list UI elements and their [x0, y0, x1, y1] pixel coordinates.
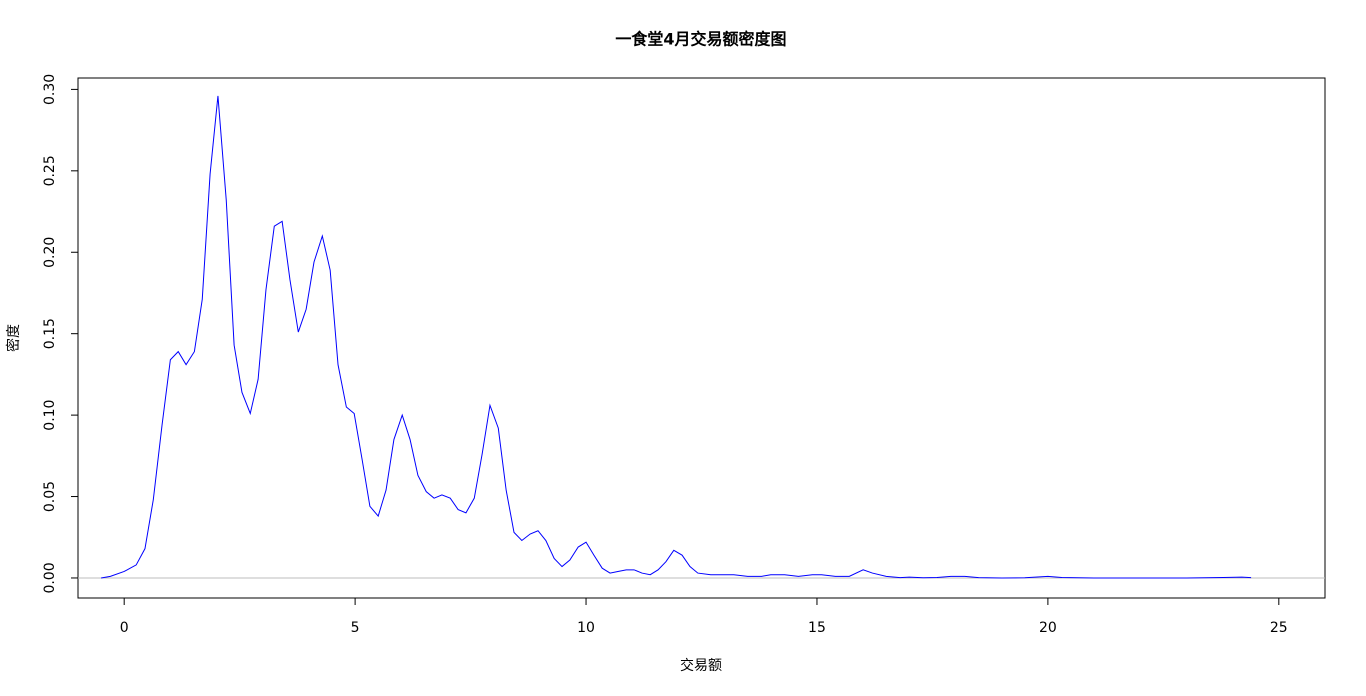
- x-tick-label: 10: [577, 620, 595, 636]
- x-tick-label: 25: [1270, 620, 1288, 636]
- y-tick-label: 0.00: [42, 562, 58, 593]
- x-tick-label: 20: [1039, 620, 1057, 636]
- density-line: [101, 95, 1252, 579]
- y-axis-label: 密度: [5, 324, 22, 352]
- y-tick-label: 0.30: [42, 74, 58, 105]
- y-tick-label: 0.25: [42, 155, 58, 186]
- x-tick-label: 15: [808, 620, 826, 636]
- y-tick-label: 0.20: [42, 237, 58, 268]
- y-tick-label: 0.15: [42, 318, 58, 349]
- x-tick-label: 5: [351, 620, 360, 636]
- chart-title: 一食堂4月交易额密度图: [615, 30, 786, 49]
- y-tick-label: 0.10: [42, 400, 58, 431]
- y-tick-label: 0.05: [42, 481, 58, 512]
- x-axis-label: 交易额: [680, 657, 722, 674]
- x-tick-label: 0: [120, 620, 129, 636]
- plot-frame: [77, 77, 1326, 599]
